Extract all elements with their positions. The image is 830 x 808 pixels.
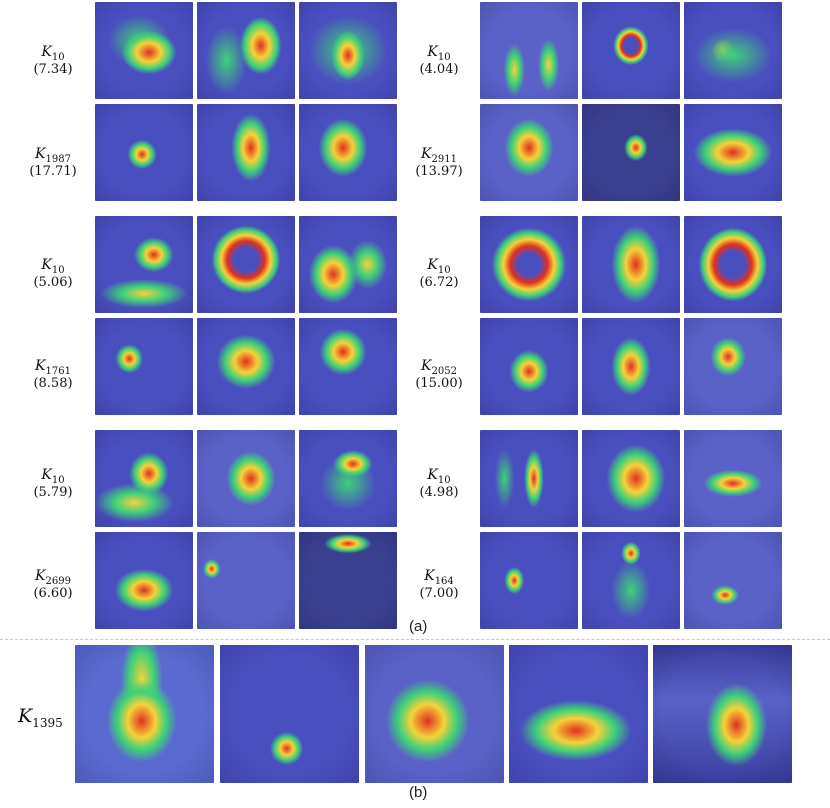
heatmap-image [684, 2, 782, 99]
heatmap-image [299, 532, 397, 629]
heatmap-image [299, 104, 397, 201]
kernel-symbol: K10 [427, 467, 451, 486]
kernel-label: K2052 (15.00) [414, 358, 464, 392]
kernel-label: K10 (4.98) [414, 467, 464, 501]
panel-divider [0, 639, 830, 640]
heatmap-image [684, 430, 782, 527]
heatmap-image [582, 216, 680, 313]
kernel-symbol: K10 [41, 257, 65, 276]
kernel-label: K164 (7.00) [414, 568, 464, 602]
heatmap-image [197, 532, 295, 629]
kernel-symbol: K2699 [35, 568, 71, 587]
heatmap-image [653, 645, 792, 783]
heatmap-image [95, 104, 193, 201]
heatmap-image [197, 2, 295, 99]
kernel-label: K10 (5.06) [28, 257, 78, 291]
heatmap-image [299, 2, 397, 99]
kernel-symbol: K10 [41, 467, 65, 486]
heatmap-image [299, 318, 397, 415]
heatmap-image [299, 216, 397, 313]
kernel-symbol: K10 [427, 44, 451, 63]
heatmap-image [220, 645, 359, 783]
heatmap-image [95, 532, 193, 629]
kernel-score: (8.58) [33, 376, 73, 392]
heatmap-image [509, 645, 648, 783]
kernel-score: (6.72) [419, 275, 459, 291]
heatmap-image [582, 2, 680, 99]
kernel-score: (13.97) [415, 164, 463, 180]
heatmap-image [299, 430, 397, 527]
kernel-symbol: K10 [41, 44, 65, 63]
heatmap-image [95, 430, 193, 527]
heatmap-image [365, 645, 504, 783]
kernel-label: K1761 (8.58) [28, 358, 78, 392]
kernel-score: (6.60) [33, 586, 73, 602]
heatmap-image [582, 430, 680, 527]
heatmap-image [197, 104, 295, 201]
kernel-score: (5.79) [33, 485, 73, 501]
kernel-score: (15.00) [415, 376, 463, 392]
kernel-label: K10 (6.72) [414, 257, 464, 291]
kernel-score: (4.98) [419, 485, 459, 501]
heatmap-image [582, 532, 680, 629]
heatmap-image [95, 318, 193, 415]
kernel-symbol: K10 [427, 257, 451, 276]
heatmap-image [582, 318, 680, 415]
kernel-label: K10 (7.34) [28, 44, 78, 78]
kernel-symbol: K164 [424, 568, 454, 587]
kernel-symbol: K1761 [35, 358, 71, 377]
kernel-score: (17.71) [29, 164, 77, 180]
kernel-score: (4.04) [419, 62, 459, 78]
kernel-score: (7.34) [33, 62, 73, 78]
kernel-symbol: K1395 [18, 705, 63, 730]
heatmap-image [480, 216, 578, 313]
heatmap-image [684, 216, 782, 313]
heatmap-image [582, 104, 680, 201]
heatmap-image [197, 430, 295, 527]
kernel-symbol: K1987 [35, 146, 71, 165]
heatmap-image [684, 318, 782, 415]
heatmap-image [95, 2, 193, 99]
kernel-score: (7.00) [419, 586, 459, 602]
kernel-label: K10 (5.79) [28, 467, 78, 501]
heatmap-image [197, 216, 295, 313]
heatmap-image [684, 532, 782, 629]
heatmap-image [480, 104, 578, 201]
panel-b-caption: (b) [409, 784, 428, 801]
kernel-symbol: K2911 [421, 146, 457, 165]
heatmap-image [684, 104, 782, 201]
heatmap-image [480, 430, 578, 527]
kernel-label: K2911 (13.97) [414, 146, 464, 180]
kernel-score: (5.06) [33, 275, 73, 291]
kernel-label: K10 (4.04) [414, 44, 464, 78]
heatmap-image [75, 645, 214, 783]
heatmap-image [480, 2, 578, 99]
heatmap-image [480, 532, 578, 629]
kernel-label: K1987 (17.71) [28, 146, 78, 180]
kernel-label: K2699 (6.60) [28, 568, 78, 602]
panel-a-caption: (a) [409, 618, 428, 635]
heatmap-image [95, 216, 193, 313]
kernel-symbol: K2052 [421, 358, 457, 377]
heatmap-image [197, 318, 295, 415]
heatmap-image [480, 318, 578, 415]
